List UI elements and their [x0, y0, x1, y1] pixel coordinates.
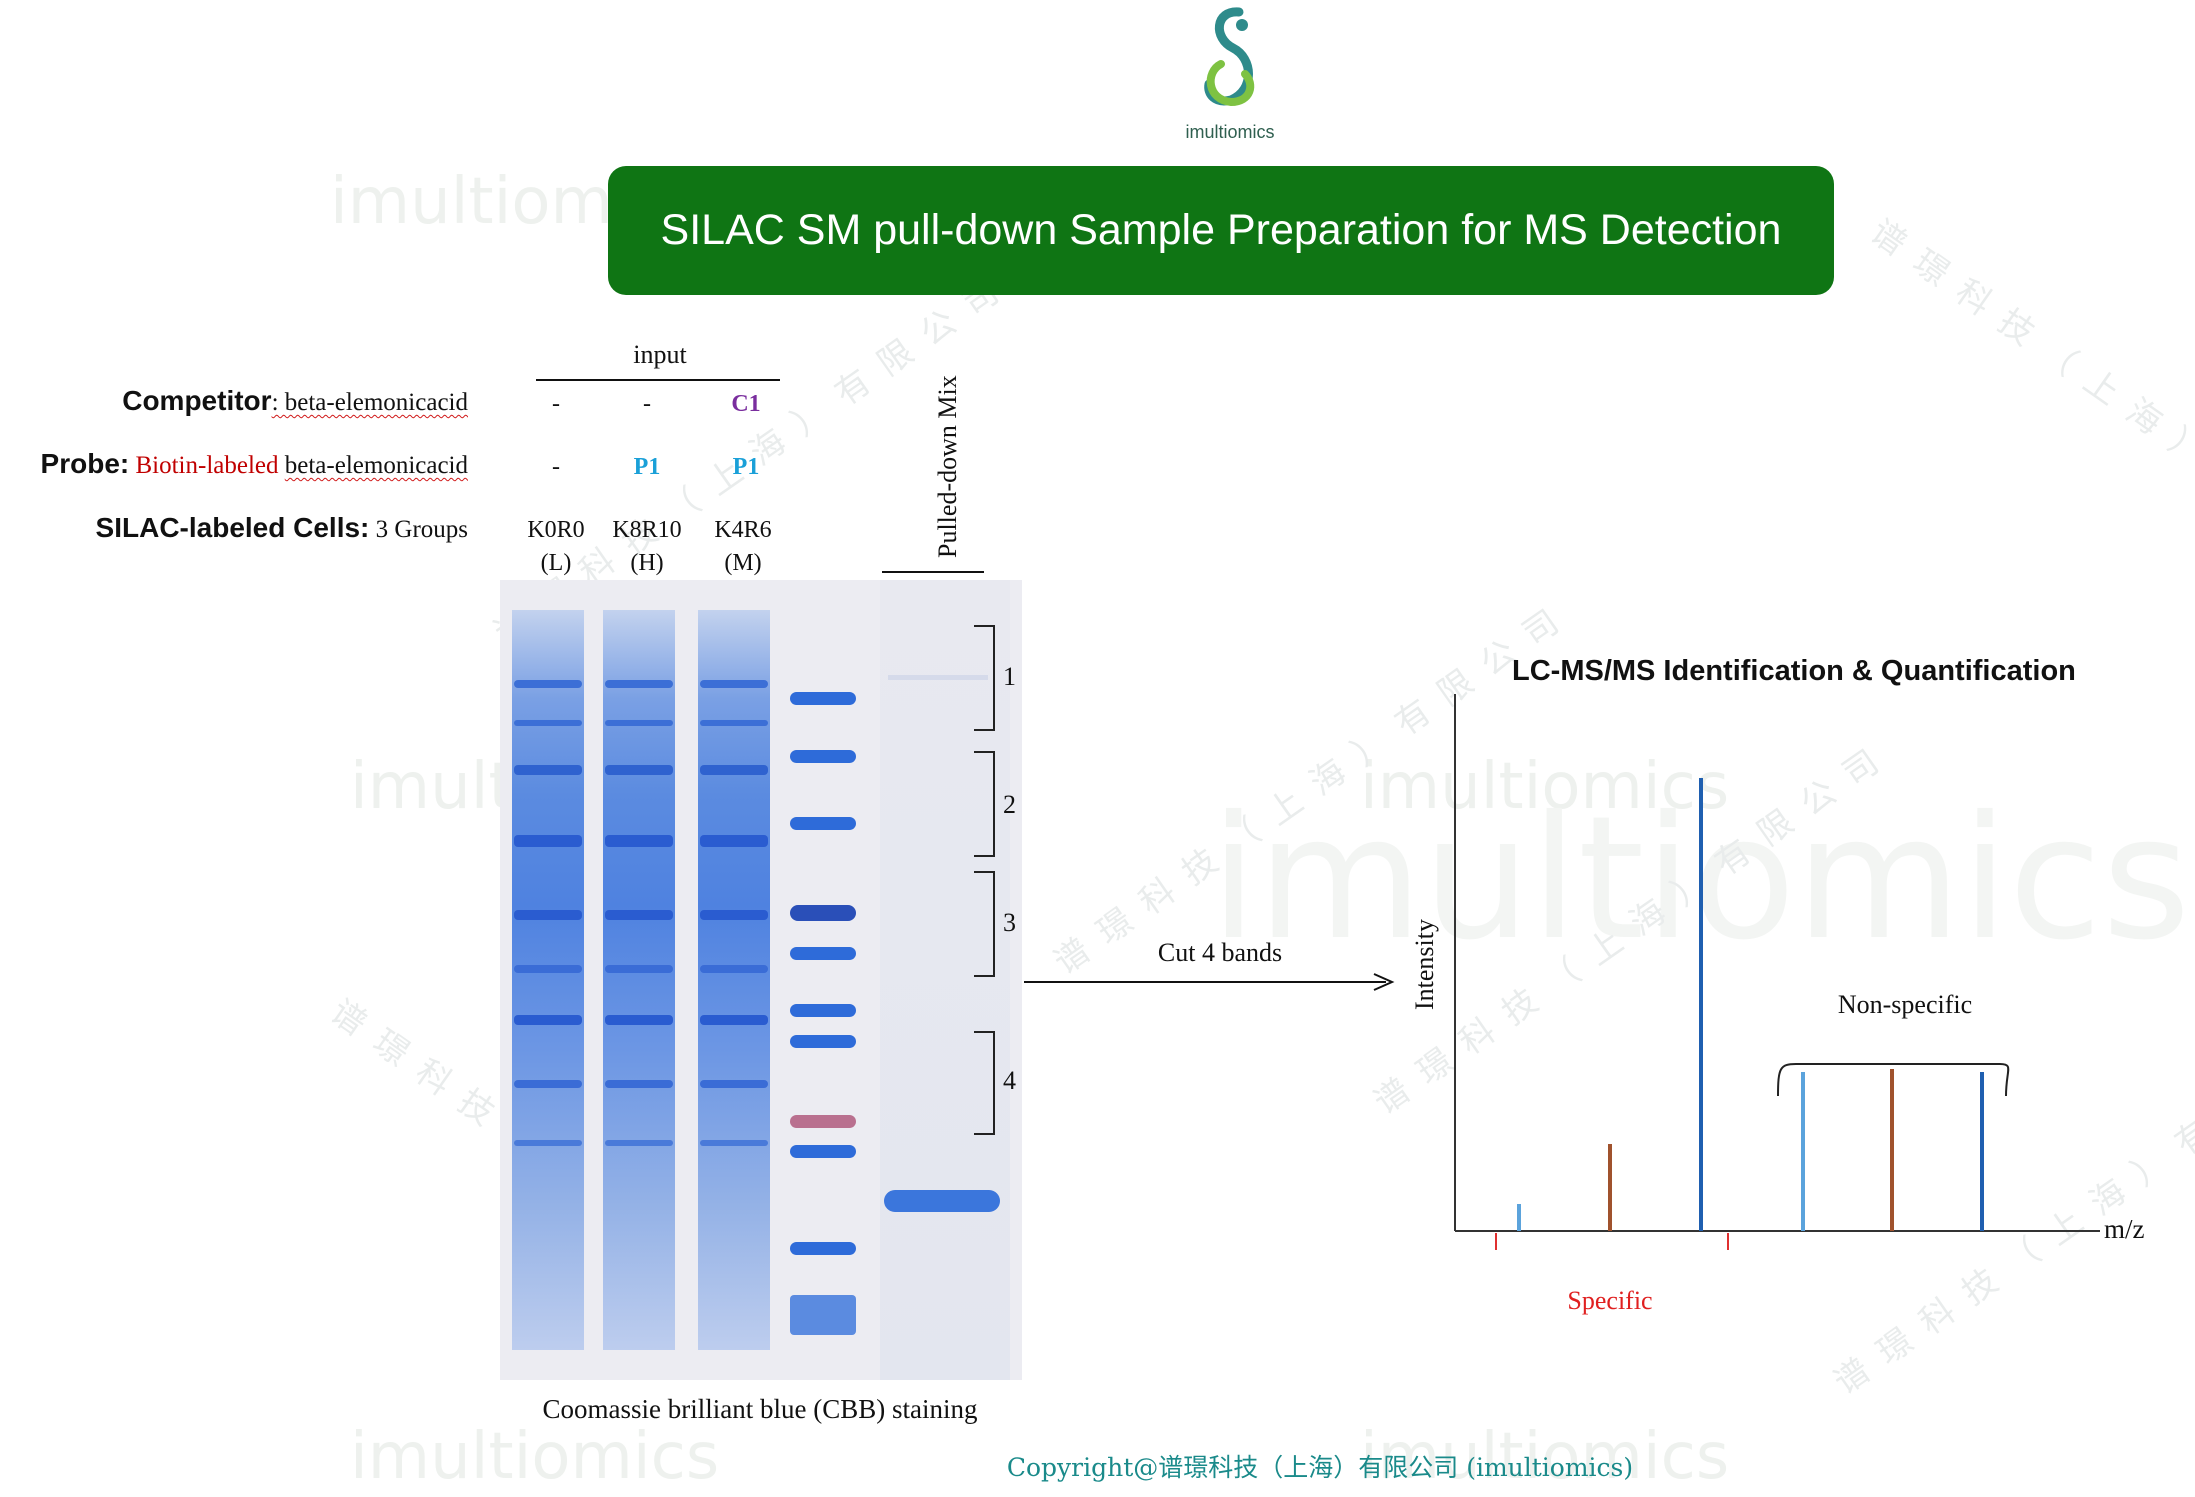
probe-value-l: - [552, 454, 560, 480]
ms-title: LC-MS/MS Identification & Quantification [1512, 655, 2076, 687]
band-number-1: 1 [1003, 662, 1016, 691]
band-number-2: 2 [1003, 790, 1016, 819]
gel-image [500, 580, 1022, 1380]
competitor-value-m: C1 [731, 391, 761, 417]
gel-marker-lane [790, 580, 860, 1380]
arrow-right-icon [1024, 973, 1395, 991]
input-header-rule [536, 379, 780, 381]
input-header: input [633, 340, 687, 369]
gel-caption: Coomassie brilliant blue (CBB) staining [542, 1394, 978, 1424]
specific-label: Specific [1567, 1286, 1653, 1315]
probe-value-m: P1 [732, 454, 760, 480]
x-axis-label: m/z [2104, 1214, 2145, 1244]
band-number-3: 3 [1003, 908, 1016, 937]
ms-spectrum [1454, 694, 2100, 1250]
cell-group-h: K8R10 (H) [612, 517, 682, 576]
y-axis-label: Intensity [1410, 919, 1439, 1010]
watermark-text: imultiomics [350, 1420, 720, 1494]
nonspecific-label: Non-specific [1837, 990, 1973, 1019]
imultiomics-logo-icon [1204, 7, 1255, 107]
pulled-down-mix-label: Pulled-down Mix [933, 375, 962, 558]
specific-bracket [1495, 1233, 1729, 1250]
silac-cells-row-label: SILAC-labeled Cells: 3 Groups [95, 512, 468, 543]
nonspecific-bracket [1777, 1063, 2010, 1097]
pulled-down-rule [882, 571, 984, 573]
probe-value-h: P1 [633, 454, 661, 480]
probe-row-label: Probe: Biotin-labeled beta-elemonicacid [40, 448, 468, 479]
cell-group-l: K0R0 (L) [527, 517, 585, 576]
arrow-label: Cut 4 bands [1157, 938, 1283, 967]
watermark-text: imultiomics [1360, 750, 1730, 824]
competitor-row-label: Competitor: beta-elemonicacid [122, 385, 468, 416]
gel-lane-h [603, 610, 675, 1350]
watermark-text: imultiomics [1360, 1420, 1730, 1494]
gel-pulldown-lane [880, 580, 1010, 1380]
gel-lane-m [698, 610, 770, 1350]
competitor-value-h: - [643, 391, 651, 417]
competitor-value-l: - [552, 391, 560, 417]
band-brackets [974, 625, 995, 1135]
watermark-chinese: 谱璟科技（上海）有限公司 [1862, 212, 2195, 603]
title-banner: SILAC SM pull-down Sample Preparation fo… [608, 166, 1834, 295]
cell-group-m: K4R6 (M) [714, 517, 772, 576]
copyright-text: Copyright@谱璟科技（上海）有限公司 (imultiomics) [1006, 1453, 1634, 1482]
band-number-4: 4 [1003, 1066, 1016, 1095]
logo-text: imultiomics [1185, 122, 1275, 142]
gel-lane-l [512, 610, 584, 1350]
